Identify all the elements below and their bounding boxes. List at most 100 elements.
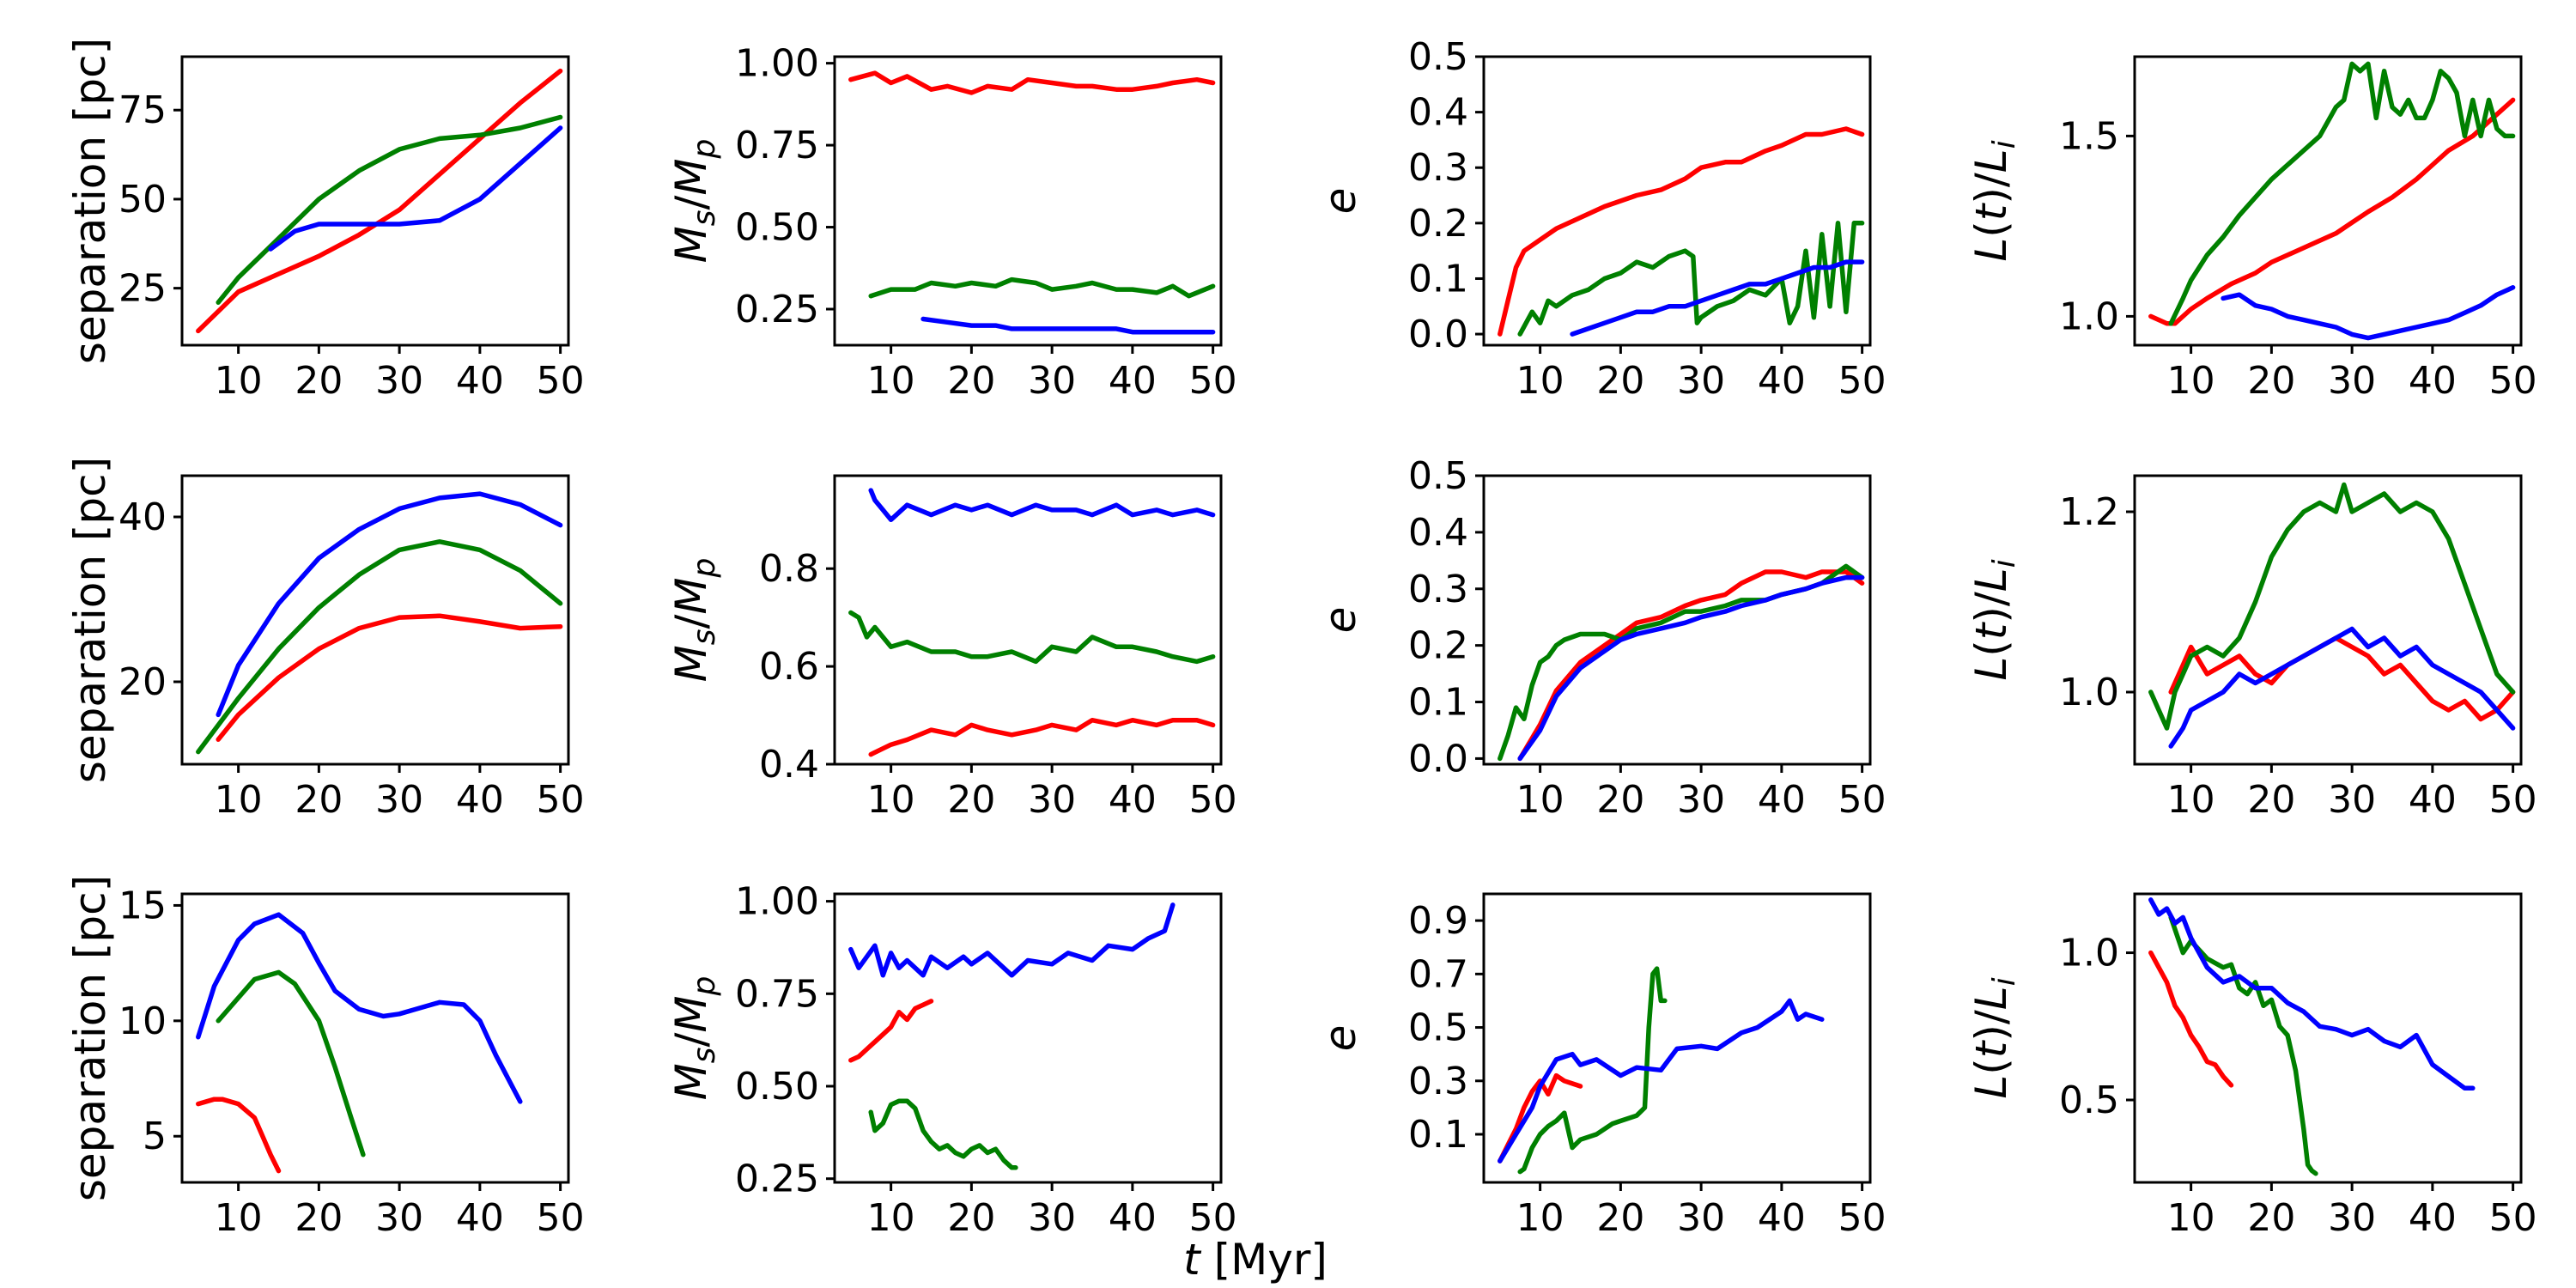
x-tick-label-r2c3: 50 — [1838, 778, 1886, 822]
y-tick-label-r3c1: 10 — [118, 999, 167, 1043]
y-tick-label-r2c2: 0.6 — [759, 645, 819, 689]
series-line-red-r2c2 — [868, 717, 1216, 757]
x-tick-label-r3c2: 30 — [1028, 1196, 1076, 1240]
x-tick-label-r3c4: 20 — [2247, 1196, 2295, 1240]
x-tick-label-r1c1: 40 — [456, 359, 504, 403]
series-line-green-r1c2 — [868, 276, 1216, 299]
series-line-red-r2c4 — [2168, 635, 2516, 722]
series-line-blue-r2c3 — [1517, 574, 1865, 762]
y-tick-label-r1c3: 0.3 — [1408, 146, 1468, 190]
series-line-red-r1c2 — [848, 70, 1216, 95]
y-tick-label-r3c4: 0.5 — [2059, 1078, 2119, 1122]
y-tick-label-r3c2: 0.50 — [735, 1065, 819, 1109]
y-axis-label-r1c2: Ms/Mp — [666, 139, 722, 264]
series-line-green-r1c1 — [216, 114, 563, 305]
x-tick-label-r3c4: 50 — [2489, 1196, 2537, 1240]
series-line-blue-r1c2 — [920, 316, 1216, 335]
y-tick-label-r1c3: 0.0 — [1408, 313, 1468, 356]
y-tick-label-r2c3: 0.4 — [1408, 511, 1468, 555]
x-tick-label-r2c4: 50 — [2489, 778, 2537, 822]
x-tick-label-r1c1: 10 — [215, 359, 263, 403]
x-tick-label-r3c2: 10 — [867, 1196, 915, 1240]
x-tick-label-r2c4: 20 — [2247, 778, 2295, 822]
x-tick-label-r2c3: 30 — [1677, 778, 1725, 822]
y-tick-label-r1c2: 0.75 — [735, 124, 819, 167]
y-tick-label-r2c4: 1.0 — [2059, 671, 2119, 714]
y-axis-label-r1c3: e — [1315, 188, 1365, 215]
y-tick-label-r3c3: 0.3 — [1408, 1060, 1468, 1103]
x-tick-label-r2c2: 20 — [947, 778, 995, 822]
x-tick-label-r1c2: 50 — [1189, 359, 1237, 403]
x-tick-label-r3c3: 50 — [1838, 1196, 1886, 1240]
y-tick-label-r2c3: 0.0 — [1408, 737, 1468, 781]
x-tick-label-r1c2: 30 — [1028, 359, 1076, 403]
y-axis-label-r1c4: L(t)/Li — [1966, 140, 2022, 261]
panel-r3c2: 10 20 30 40 50 0.25 0.50 0.75 1.00 Ms/Mp — [666, 880, 1237, 1240]
axes-frame-r2c4 — [2133, 474, 2523, 766]
series-line-blue-r1c3 — [1570, 259, 1865, 337]
panel-r2c3: 10 20 30 40 50 0.0 0.1 0.2 0.3 0.4 0.5 e — [1315, 454, 1886, 822]
axes-frame-r3c4 — [2133, 892, 2523, 1184]
x-tick-label-r2c3: 40 — [1758, 778, 1806, 822]
axes-frame-r3c3 — [1482, 892, 1872, 1184]
x-tick-label-r3c1: 10 — [215, 1196, 263, 1240]
series-line-blue-r3c4 — [2148, 897, 2476, 1091]
x-tick-label-r1c1: 30 — [375, 359, 423, 403]
series-line-red-r1c1 — [196, 68, 563, 334]
x-tick-label-r2c3: 20 — [1596, 778, 1644, 822]
x-tick-label-r1c1: 50 — [537, 359, 585, 403]
x-tick-label-r1c4: 50 — [2489, 359, 2537, 403]
y-tick-label-r2c1: 40 — [118, 495, 167, 539]
axes-frame-r1c2 — [833, 55, 1223, 347]
y-tick-label-r1c2: 0.50 — [735, 206, 819, 250]
x-tick-label-r1c1: 20 — [295, 359, 343, 403]
y-axis-label-r3c1: separation [pc] — [65, 875, 115, 1201]
y-tick-label-r3c2: 1.00 — [735, 880, 819, 924]
series-line-blue-r3c3 — [1498, 998, 1825, 1163]
series-line-blue-r2c2 — [868, 488, 1216, 523]
x-tick-label-r2c4: 10 — [2167, 778, 2215, 822]
series-line-blue-r1c4 — [2221, 285, 2516, 341]
x-tick-label-r1c3: 20 — [1596, 359, 1644, 403]
x-tick-label-r3c1: 30 — [375, 1196, 423, 1240]
y-tick-label-r3c3: 0.7 — [1408, 952, 1468, 996]
x-tick-label-r3c3: 20 — [1596, 1196, 1644, 1240]
x-tick-label-r3c2: 20 — [947, 1196, 995, 1240]
x-tick-label-r3c1: 20 — [295, 1196, 343, 1240]
x-tick-label-r1c2: 10 — [867, 359, 915, 403]
x-tick-label-r1c2: 20 — [947, 359, 995, 403]
y-tick-label-r2c3: 0.2 — [1408, 624, 1468, 668]
x-tick-label-r1c3: 40 — [1758, 359, 1806, 403]
x-tick-label-r1c4: 30 — [2328, 359, 2376, 403]
x-tick-label-r1c2: 40 — [1109, 359, 1157, 403]
series-line-blue-r1c1 — [268, 125, 563, 252]
y-tick-label-r1c3: 0.2 — [1408, 202, 1468, 246]
series-line-red-r2c1 — [216, 613, 563, 742]
x-tick-label-r3c3: 30 — [1677, 1196, 1725, 1240]
x-tick-label-r3c2: 40 — [1109, 1196, 1157, 1240]
y-tick-label-r2c1: 20 — [118, 660, 167, 704]
series-line-green-r3c2 — [868, 1098, 1018, 1170]
series-line-blue-r2c4 — [2168, 626, 2516, 749]
x-tick-label-r2c2: 30 — [1028, 778, 1076, 822]
axes-frame-r1c3 — [1482, 55, 1872, 347]
panel-r2c2: 10 20 30 40 50 0.4 0.6 0.8 Ms/Mp — [666, 474, 1237, 822]
series-line-green-r3c3 — [1517, 966, 1668, 1175]
y-axis-label-r3c4: L(t)/Li — [1966, 977, 2022, 1098]
shared-x-axis-label: t [Myr] — [1183, 1235, 1327, 1285]
x-tick-label-r1c3: 10 — [1516, 359, 1564, 403]
y-tick-label-r2c3: 0.1 — [1408, 681, 1468, 725]
axes-frame-r3c2 — [833, 892, 1223, 1184]
y-axis-label-r3c3: e — [1315, 1025, 1365, 1052]
x-tick-label-r3c1: 50 — [537, 1196, 585, 1240]
y-tick-label-r1c1: 75 — [118, 88, 167, 132]
panel-r3c4: 10 20 30 40 50 0.5 1.0 L(t)/Li — [1966, 892, 2537, 1240]
y-tick-label-r3c4: 1.0 — [2059, 932, 2119, 975]
series-line-green-r2c1 — [196, 539, 563, 755]
series-line-green-r3c4 — [2168, 914, 2318, 1176]
x-tick-label-r2c4: 40 — [2409, 778, 2457, 822]
y-tick-label-r2c3: 0.5 — [1408, 454, 1468, 498]
